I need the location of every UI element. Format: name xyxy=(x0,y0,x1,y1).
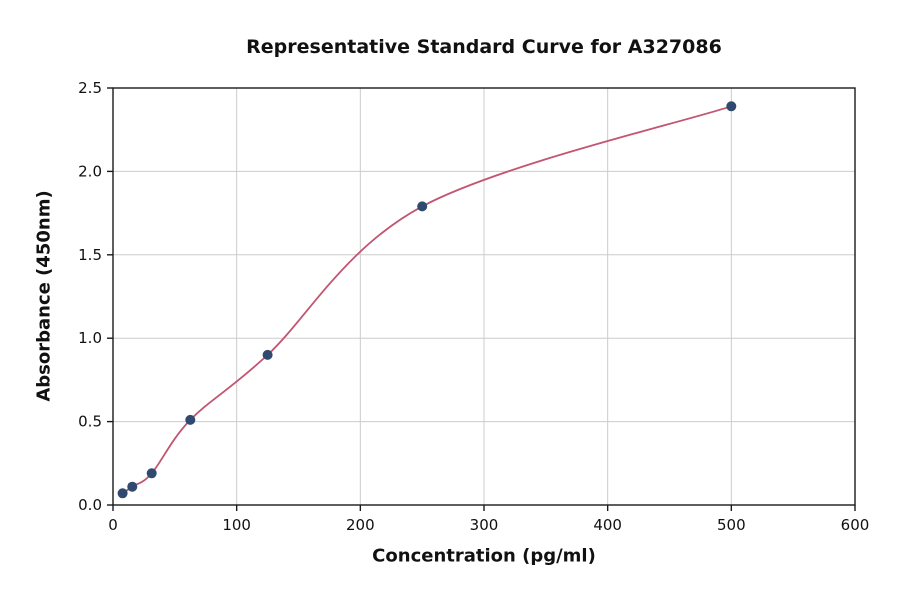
x-tick-label: 100 xyxy=(222,516,251,534)
data-point xyxy=(185,414,196,425)
data-point xyxy=(262,349,273,360)
chart-title: Representative Standard Curve for A32708… xyxy=(246,36,722,58)
y-tick-label: 1.5 xyxy=(78,246,102,264)
x-tick-label: 300 xyxy=(470,516,499,534)
data-point xyxy=(127,481,138,492)
x-tick-label: 500 xyxy=(717,516,746,534)
x-tick-label: 0 xyxy=(108,516,118,534)
y-tick-label: 0.0 xyxy=(78,496,102,514)
x-tick-label: 600 xyxy=(841,516,870,534)
x-tick-label: 400 xyxy=(593,516,622,534)
data-point xyxy=(726,101,737,112)
y-tick-label: 2.0 xyxy=(78,162,102,180)
fit-curve xyxy=(122,105,732,495)
data-point xyxy=(146,468,157,479)
y-tick-label: 0.5 xyxy=(78,413,102,431)
data-point xyxy=(117,488,128,499)
data-point xyxy=(417,201,428,212)
y-tick-label: 1.0 xyxy=(78,329,102,347)
y-tick-label: 2.5 xyxy=(78,79,102,97)
x-tick-label: 200 xyxy=(346,516,375,534)
x-axis-label: Concentration (pg/ml) xyxy=(372,545,596,567)
